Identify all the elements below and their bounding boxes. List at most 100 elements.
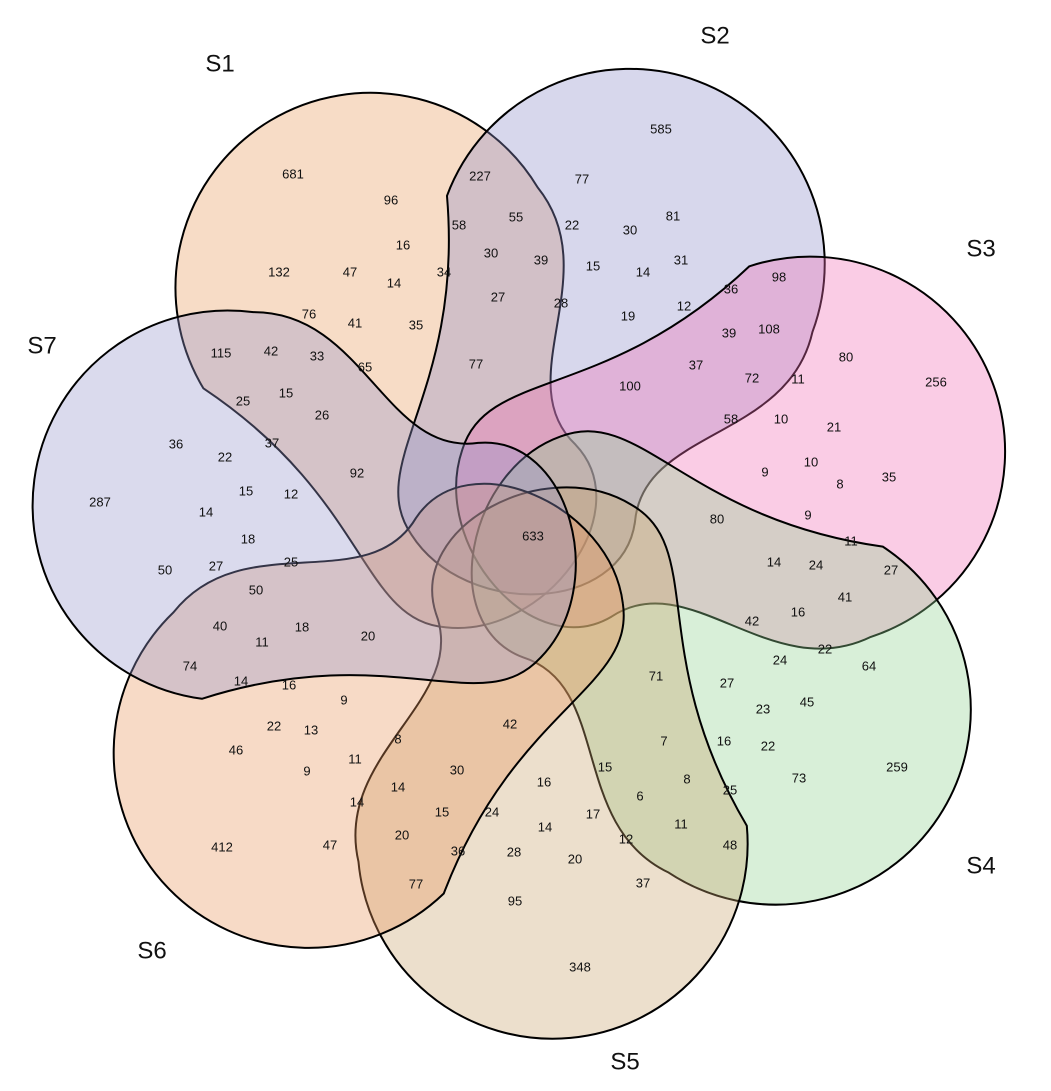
set-label: S5 — [610, 1048, 639, 1075]
region-count: 45 — [800, 694, 814, 709]
set-label: S1 — [205, 50, 234, 77]
region-count: 8 — [394, 731, 401, 746]
region-count: 11 — [791, 371, 805, 386]
region-count: 92 — [350, 465, 364, 480]
region-count: 27 — [884, 562, 898, 577]
region-count: 34 — [437, 264, 451, 279]
region-count: 47 — [343, 264, 357, 279]
region-count: 48 — [723, 837, 737, 852]
region-count: 15 — [598, 759, 612, 774]
region-count: 8 — [836, 476, 843, 491]
region-count: 80 — [839, 349, 853, 364]
region-count: 20 — [361, 628, 375, 643]
region-count: 20 — [568, 851, 582, 866]
set-shape — [455, 255, 1007, 650]
region-count: 80 — [710, 511, 724, 526]
region-count: 10 — [804, 454, 818, 469]
region-count: 36 — [451, 843, 465, 858]
region-count: 26 — [315, 407, 329, 422]
set-shape — [354, 486, 749, 1040]
region-count: 39 — [534, 252, 548, 267]
region-count: 71 — [649, 668, 663, 683]
set-shape — [397, 67, 826, 596]
region-labels: S1S2S3S4S5S6S768158525625934841228763322… — [27, 22, 995, 1075]
set-label: S6 — [137, 937, 166, 964]
region-count: 21 — [827, 419, 841, 434]
set-label: S7 — [27, 332, 56, 359]
region-count: 11 — [255, 634, 269, 649]
region-count: 37 — [689, 357, 703, 372]
region-count: 11 — [844, 533, 858, 548]
region-count: 9 — [340, 692, 347, 707]
region-count: 14 — [636, 264, 650, 279]
region-count: 14 — [387, 275, 401, 290]
region-count: 27 — [491, 289, 505, 304]
region-count: 132 — [268, 264, 290, 279]
region-count: 14 — [199, 504, 213, 519]
region-count: 42 — [745, 613, 759, 628]
region-count: 115 — [211, 345, 232, 360]
region-count: 22 — [565, 217, 579, 232]
region-count: 681 — [282, 166, 304, 181]
region-count: 14 — [391, 779, 405, 794]
region-count: 25 — [723, 782, 737, 797]
region-count: 37 — [265, 435, 279, 450]
region-count: 259 — [886, 759, 908, 774]
region-count: 39 — [722, 325, 736, 340]
region-count: 256 — [925, 374, 947, 389]
region-count: 42 — [503, 716, 517, 731]
set-shape — [31, 309, 577, 700]
region-count: 65 — [358, 359, 372, 374]
region-count: 8 — [683, 771, 690, 786]
region-count: 35 — [882, 469, 896, 484]
region-count: 24 — [809, 557, 823, 572]
region-count: 46 — [229, 742, 243, 757]
region-count: 16 — [396, 237, 410, 252]
region-count: 36 — [169, 436, 183, 451]
region-count: 42 — [264, 343, 278, 358]
region-count: 100 — [619, 378, 641, 393]
region-count: 30 — [450, 762, 464, 777]
region-count: 77 — [409, 876, 423, 891]
region-count: 28 — [507, 844, 521, 859]
region-count: 9 — [761, 464, 768, 479]
region-count: 7 — [660, 733, 667, 748]
region-count: 9 — [804, 507, 811, 522]
region-count: 18 — [241, 531, 255, 546]
region-count: 22 — [267, 718, 281, 733]
set-shapes — [31, 67, 1007, 1040]
set-shape — [470, 430, 972, 906]
region-count: 633 — [522, 528, 544, 543]
region-count: 412 — [211, 839, 233, 854]
region-count: 58 — [724, 411, 738, 426]
region-count: 12 — [619, 831, 633, 846]
region-count: 81 — [666, 208, 680, 223]
region-count: 64 — [862, 658, 876, 673]
region-count: 15 — [239, 483, 253, 498]
region-count: 22 — [218, 449, 232, 464]
region-count: 77 — [469, 356, 483, 371]
set-label: S2 — [700, 22, 729, 49]
region-count: 16 — [791, 604, 805, 619]
region-count: 77 — [575, 171, 589, 186]
region-count: 72 — [745, 370, 759, 385]
region-count: 25 — [236, 393, 250, 408]
region-count: 36 — [724, 281, 738, 296]
region-count: 12 — [284, 486, 298, 501]
region-count: 28 — [554, 295, 568, 310]
region-count: 10 — [774, 411, 788, 426]
region-count: 74 — [183, 658, 197, 673]
region-count: 18 — [295, 619, 309, 634]
region-count: 22 — [818, 641, 832, 656]
region-count: 287 — [89, 494, 111, 509]
region-count: 27 — [720, 675, 734, 690]
region-count: 19 — [621, 308, 635, 323]
region-count: 47 — [323, 837, 337, 852]
region-count: 11 — [348, 751, 362, 766]
region-count: 35 — [409, 317, 423, 332]
set-label: S4 — [966, 852, 995, 879]
region-count: 58 — [452, 217, 466, 232]
region-count: 13 — [304, 722, 318, 737]
region-count: 73 — [792, 770, 806, 785]
